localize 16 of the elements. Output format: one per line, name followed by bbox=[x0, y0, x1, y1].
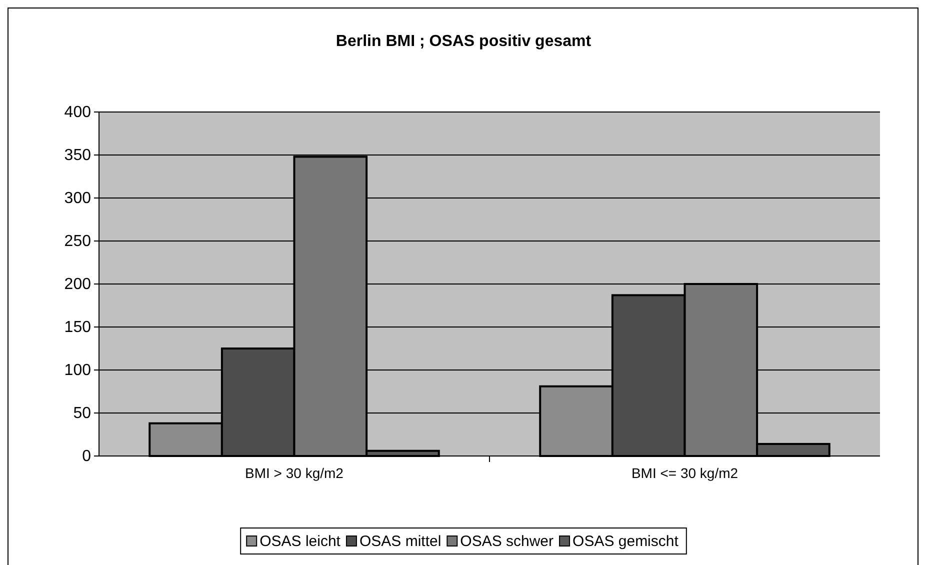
y-tick-label: 350 bbox=[64, 147, 92, 164]
x-tick-label: BMI > 30 kg/m2 bbox=[245, 464, 344, 481]
y-tick-label: 200 bbox=[64, 276, 92, 294]
y-tick-label: 250 bbox=[64, 233, 92, 250]
chart-title: Berlin BMI ; OSAS positiv gesamt bbox=[336, 33, 592, 50]
y-tick-label: 400 bbox=[64, 104, 92, 122]
legend-label: OSAS schwer bbox=[460, 533, 554, 550]
legend-label: OSAS mittel bbox=[359, 533, 442, 550]
y-tick-label: 150 bbox=[64, 319, 92, 336]
legend-label: OSAS leicht bbox=[260, 533, 342, 550]
x-tick-label: BMI <= 30 kg/m2 bbox=[631, 464, 738, 481]
y-tick-label: 50 bbox=[73, 405, 92, 422]
y-tick-label: 0 bbox=[82, 448, 92, 466]
y-tick-label: 300 bbox=[64, 190, 92, 208]
y-tick-label: 100 bbox=[64, 362, 92, 380]
legend-label: OSAS gemischt bbox=[572, 533, 680, 550]
